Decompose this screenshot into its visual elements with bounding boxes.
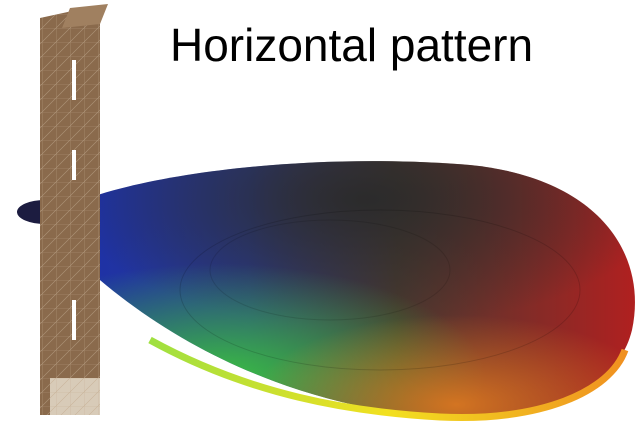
slide-title: Horizontal pattern <box>170 19 534 71</box>
antenna-panel <box>40 4 108 415</box>
radiation-lobe <box>17 161 635 422</box>
